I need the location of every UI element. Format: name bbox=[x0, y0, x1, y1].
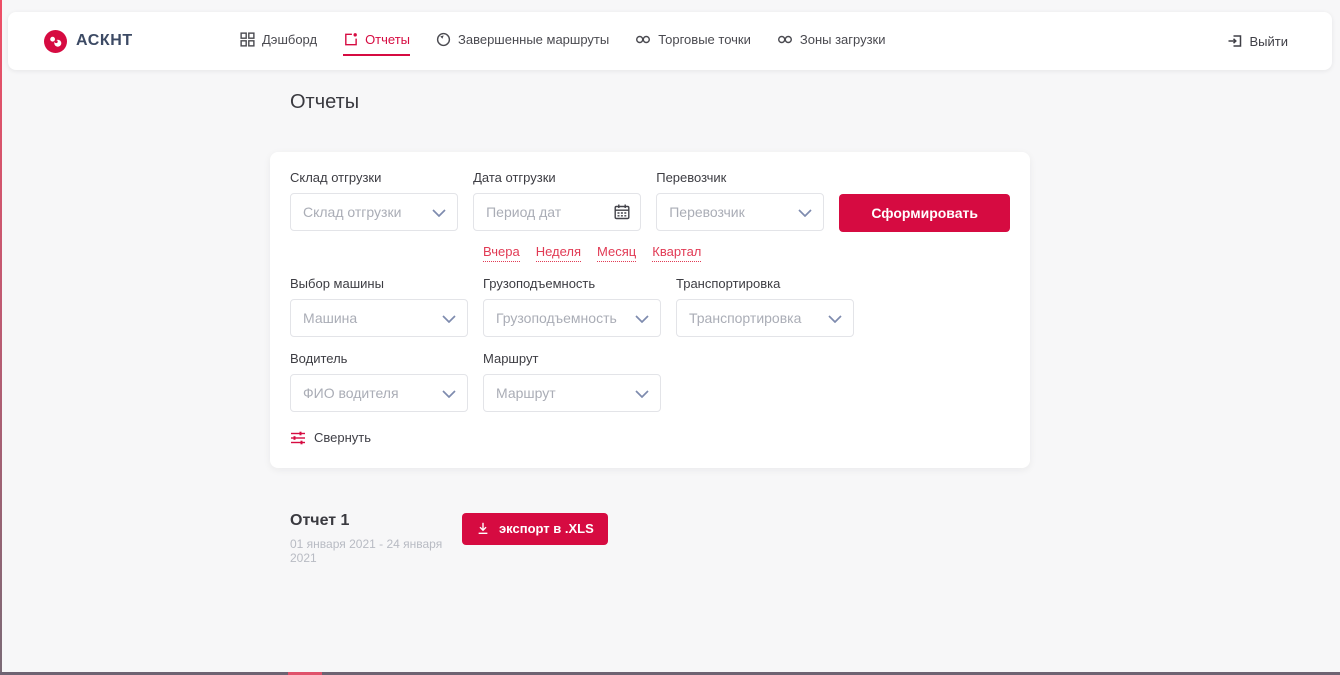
transport-input[interactable] bbox=[676, 299, 854, 337]
nav-label: Дэшборд bbox=[262, 31, 318, 47]
capacity-label: Грузоподъемность bbox=[483, 276, 596, 291]
nav-item-completed-routes[interactable]: Завершенные маршруты bbox=[436, 27, 609, 56]
transport-label: Транспортировка bbox=[676, 276, 781, 291]
quick-range-month[interactable]: Месяц bbox=[597, 244, 637, 262]
logo-icon bbox=[44, 29, 67, 53]
nav-label: Отчеты bbox=[365, 31, 410, 47]
bottom-edge-red-segment bbox=[288, 672, 322, 675]
logout-label: Выйти bbox=[1249, 33, 1289, 49]
nav-item-dashboard[interactable]: Дэшборд bbox=[240, 27, 317, 56]
ship-date-label: Дата отгрузки bbox=[473, 170, 556, 185]
reports-page: Отчеты Склад отгрузки Дата отгрузки bbox=[270, 88, 1070, 565]
report-info: Отчет 1 01 января 2021 - 24 января 2021 bbox=[290, 512, 462, 565]
calendar-icon[interactable] bbox=[613, 203, 631, 221]
nav-item-reports[interactable]: Отчеты bbox=[343, 27, 410, 56]
trade-points-link-icon bbox=[635, 32, 651, 47]
logout-icon bbox=[1227, 33, 1243, 49]
left-edge-artifact bbox=[0, 0, 2, 675]
route-input[interactable] bbox=[483, 374, 661, 412]
vehicle-label: Выбор машины bbox=[290, 276, 384, 291]
chevron-down-icon bbox=[442, 390, 456, 398]
warehouse-label: Склад отгрузки bbox=[290, 170, 382, 185]
reports-icon bbox=[343, 32, 358, 47]
report-row: Отчет 1 01 января 2021 - 24 января 2021 … bbox=[290, 512, 1070, 565]
nav-label: Завершенные маршруты bbox=[458, 31, 610, 47]
chevron-down-icon bbox=[635, 315, 649, 323]
logo[interactable]: АСКНТ bbox=[44, 29, 240, 53]
quick-range-yesterday[interactable]: Вчера bbox=[483, 244, 520, 262]
nav-label: Торговые точки bbox=[658, 31, 751, 47]
capacity-input[interactable] bbox=[483, 299, 661, 337]
carrier-input[interactable] bbox=[656, 193, 825, 231]
chevron-down-icon bbox=[828, 315, 842, 323]
date-range-input[interactable] bbox=[473, 193, 642, 231]
bottom-edge-line bbox=[0, 672, 1340, 675]
generate-report-button[interactable]: Сформировать bbox=[839, 194, 1010, 232]
page-title: Отчеты bbox=[290, 91, 360, 113]
driver-label: Водитель bbox=[290, 351, 348, 366]
download-icon bbox=[476, 521, 490, 536]
report-period: 01 января 2021 - 24 января 2021 bbox=[290, 536, 443, 565]
nav-item-loading-zones[interactable]: Зоны загрузки bbox=[777, 27, 886, 56]
carrier-select[interactable] bbox=[656, 193, 825, 231]
route-select[interactable] bbox=[483, 374, 661, 412]
collapse-filters-button[interactable]: Свернуть bbox=[290, 430, 371, 445]
warehouse-input[interactable] bbox=[290, 193, 459, 231]
completed-routes-icon bbox=[436, 32, 451, 47]
nav-label: Зоны загрузки bbox=[799, 31, 886, 47]
sliders-icon bbox=[290, 431, 306, 445]
nav-item-trade-points[interactable]: Торговые точки bbox=[635, 27, 751, 56]
vehicle-select[interactable] bbox=[290, 299, 468, 337]
transport-select[interactable] bbox=[676, 299, 854, 337]
export-label: экспорт в .XLS bbox=[499, 521, 594, 536]
main-nav: Дэшборд Отчеты Завершенные маршруты bbox=[240, 27, 886, 56]
filters-card: Склад отгрузки Дата отгрузки bbox=[270, 152, 1030, 468]
top-bar: АСКНТ Дэшборд Отчеты bbox=[8, 12, 1332, 70]
chevron-down-icon bbox=[798, 209, 812, 217]
quick-range-quarter[interactable]: Квартал bbox=[652, 244, 702, 262]
vehicle-input[interactable] bbox=[290, 299, 468, 337]
dashboard-grid-icon bbox=[240, 31, 255, 47]
chevron-down-icon bbox=[635, 390, 649, 398]
logo-text: АСКНТ bbox=[76, 32, 133, 49]
filter-row-1: Склад отгрузки Дата отгрузки bbox=[290, 170, 1010, 232]
export-xls-button[interactable]: экспорт в .XLS bbox=[462, 512, 608, 545]
carrier-label: Перевозчик bbox=[656, 170, 727, 185]
report-title: Отчет 1 bbox=[290, 511, 350, 529]
warehouse-select[interactable] bbox=[290, 193, 459, 231]
quick-ranges: Вчера Неделя Месяц Квартал bbox=[483, 244, 1010, 262]
loading-zones-link-icon bbox=[777, 32, 793, 47]
logout-button[interactable]: Выйти bbox=[1227, 33, 1289, 49]
route-label: Маршрут bbox=[483, 351, 539, 366]
chevron-down-icon bbox=[432, 209, 446, 217]
collapse-label: Свернуть bbox=[314, 430, 372, 445]
filter-row-2: Выбор машины Грузоподъемность bbox=[290, 276, 1010, 337]
capacity-select[interactable] bbox=[483, 299, 661, 337]
driver-select[interactable] bbox=[290, 374, 468, 412]
date-range-field[interactable] bbox=[473, 193, 642, 231]
chevron-down-icon bbox=[442, 315, 456, 323]
quick-range-week[interactable]: Неделя bbox=[535, 244, 582, 262]
filter-row-3: Водитель Маршрут bbox=[290, 351, 1010, 412]
driver-input[interactable] bbox=[290, 374, 468, 412]
